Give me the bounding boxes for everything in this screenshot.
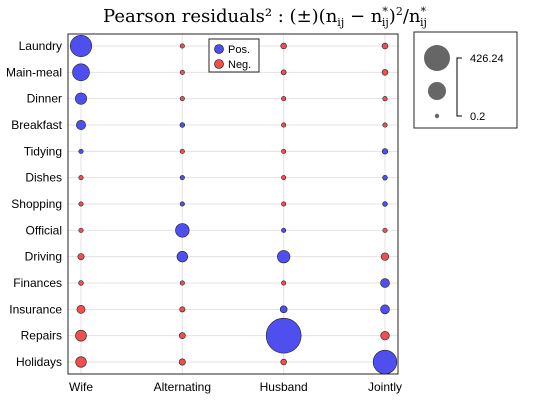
data-point [179,175,185,181]
data-point [380,331,390,341]
y-tick-label: Dishes [25,171,62,185]
data-point [77,253,85,261]
data-point [178,358,186,366]
data-point [380,304,390,315]
size-legend-min-label: 0.2 [470,111,485,123]
size-legend: 426.24 0.2 [413,31,518,129]
data-point [78,227,84,233]
data-point [281,175,287,181]
y-tick-label: Official [26,223,62,237]
data-point [75,92,87,105]
legend-pos-marker [214,44,224,54]
data-point [76,120,86,130]
x-tick-label: Jointly [368,380,402,394]
y-tick-label: Dinner [27,92,62,106]
data-point [280,358,287,366]
y-tick-label: Main-meal [6,65,62,79]
y-tick-label: Holidays [16,355,62,369]
size-legend-bracket [456,57,462,117]
data-point [380,278,390,288]
data-point [281,96,287,102]
data-point [382,201,388,207]
data-point [382,96,388,102]
plot-frame [67,33,399,375]
data-point [280,69,287,76]
data-point [76,304,86,314]
data-point [179,43,185,49]
data-point [179,201,185,207]
data-point [179,122,186,128]
data-point [69,34,93,58]
color-legend: Pos. Neg. [208,38,260,73]
data-point [179,148,185,154]
y-tick-label: Breakfast [11,118,62,132]
data-point [277,250,291,264]
size-legend-max-label: 426.24 [470,53,504,65]
data-point [382,174,388,181]
y-tick-label: Insurance [9,302,62,316]
data-point [178,332,186,340]
data-point [179,69,185,75]
data-point [380,252,390,261]
data-point [372,349,398,375]
size-legend-max-marker [424,45,450,71]
size-legend-box [413,31,518,129]
data-point [179,280,185,286]
x-axis-tick-labels: Wife Alternating Husband Jointly [69,380,402,394]
data-point [78,201,84,207]
chart-title: Pearson residuals² : (±)(nij − n* ij)2/n*… [103,5,427,29]
data-point [176,251,188,263]
y-axis-tick-labels: Laundry Main-meal Dinner Breakfast Tidying Di… [6,39,63,369]
data-point [281,227,287,233]
y-tick-label: Laundry [19,39,62,53]
y-tick-label: Finances [13,276,62,290]
size-legend-mid-marker [428,82,446,100]
data-point [279,305,288,314]
data-point [265,317,302,354]
data-point [175,223,190,238]
legend-pos-label: Pos. [228,44,250,56]
data-point [381,148,389,155]
data-point [179,96,185,102]
x-tick-label: Husband [260,380,308,394]
data-point [78,148,84,154]
data-point [75,329,87,342]
y-tick-label: Shopping [11,197,62,211]
y-tick-label: Tidying [24,144,62,158]
x-tick-label: Wife [69,380,93,394]
x-tick-label: Alternating [154,380,211,394]
data-point [78,280,84,286]
data-point [281,122,287,128]
data-point [280,42,287,50]
legend-neg-marker [214,59,224,69]
data-point [179,306,186,313]
data-point [382,227,388,233]
y-tick-label: Driving [25,250,62,264]
data-point [281,201,287,207]
data-point [75,356,87,368]
data-point [72,63,90,82]
legend-neg-label: Neg. [228,59,251,71]
y-tick-label: Repairs [21,329,62,343]
data-point [78,175,84,181]
data-point [382,122,388,128]
data-point [281,148,287,154]
data-point [381,69,389,76]
data-point [381,42,389,50]
data-point [281,280,287,286]
size-legend-min-marker [434,113,440,119]
data-points [69,34,398,375]
